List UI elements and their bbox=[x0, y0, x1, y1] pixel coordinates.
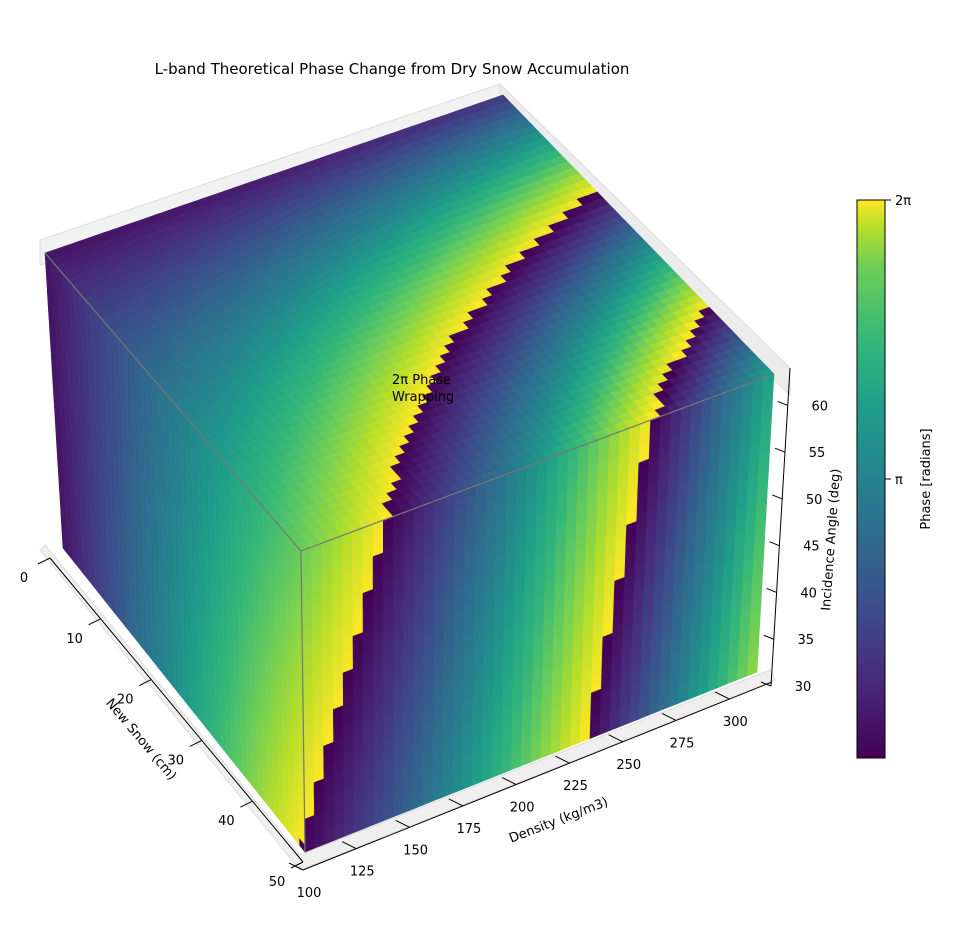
phase-surface bbox=[44, 94, 775, 853]
surface-top bbox=[44, 94, 775, 552]
chart-title: L-band Theoretical Phase Change from Dry… bbox=[155, 60, 630, 78]
floor-pane-right bbox=[299, 669, 776, 871]
